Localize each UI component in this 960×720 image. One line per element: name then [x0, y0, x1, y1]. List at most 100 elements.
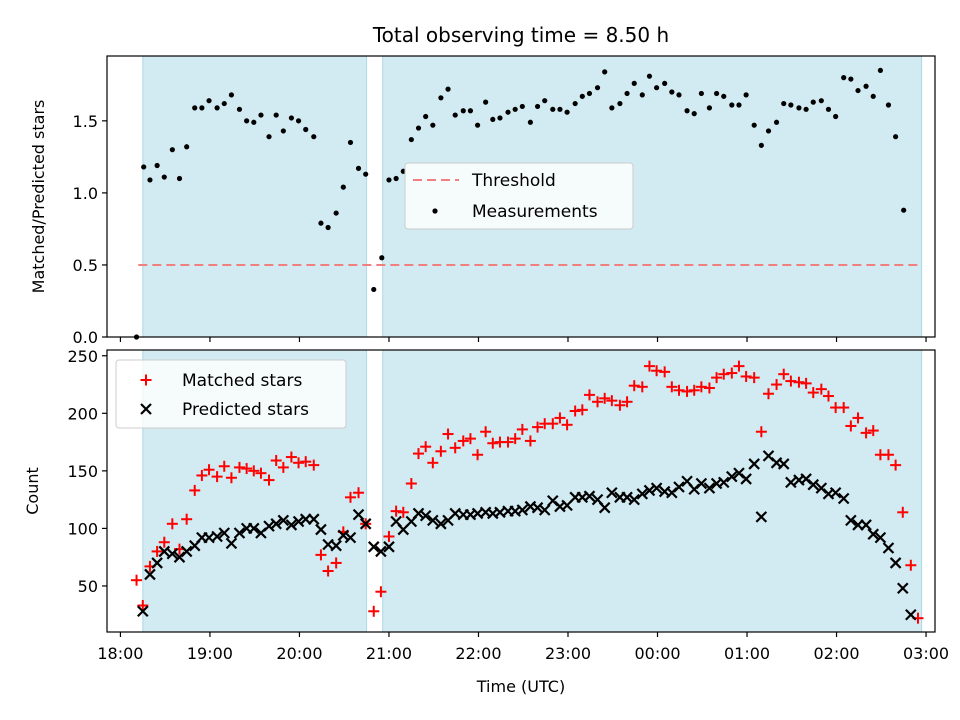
- predicted-point-b: [359, 518, 372, 530]
- measurement-point: [877, 67, 883, 74]
- predicted-point: [860, 519, 872, 531]
- matched-point: [740, 370, 752, 382]
- matched-point: [554, 412, 566, 424]
- legend-measurements-label: Measurements: [472, 202, 598, 222]
- predicted-point-b: [867, 528, 880, 540]
- legend-predicted-swatch: [140, 403, 152, 415]
- measurement-point: [161, 174, 167, 180]
- matched-point: [666, 381, 678, 393]
- measurement-point: [609, 105, 615, 111]
- xtick-label: 22:00: [455, 644, 501, 663]
- predicted-point: [755, 511, 768, 523]
- predicted-point: [748, 458, 760, 470]
- predicted-point-b: [367, 541, 380, 553]
- matched-stars-points: [131, 360, 924, 624]
- measurement-point: [206, 98, 212, 104]
- xtick-label: 19:00: [187, 644, 233, 663]
- predicted-point: [777, 458, 790, 470]
- top-axes-frame: [106, 55, 936, 338]
- measurement-point: [594, 85, 601, 91]
- measurement-point: [251, 119, 257, 125]
- matched-point: [748, 372, 760, 384]
- predicted-point: [359, 518, 372, 530]
- predicted-point: [598, 501, 611, 514]
- predicted-point-b: [748, 458, 760, 470]
- xtick-label: 03:00: [903, 644, 949, 663]
- bottom-ytick-label: 150: [67, 462, 98, 481]
- matched-point: [151, 545, 163, 557]
- predicted-point-b: [419, 509, 432, 522]
- matched-point: [636, 381, 648, 393]
- predicted-point-b: [516, 504, 529, 516]
- xtick-label: 20:00: [276, 644, 322, 663]
- predicted-point-b: [225, 537, 238, 550]
- measurement-point: [474, 122, 481, 128]
- matched-point: [158, 536, 170, 548]
- predicted-point-b: [137, 605, 149, 618]
- top-x-ticks: [119, 337, 927, 342]
- predicted-point-b: [285, 519, 298, 531]
- bottom-ytick-label: 50: [78, 577, 98, 596]
- predicted-point: [233, 527, 246, 539]
- measurement-point: [430, 122, 436, 128]
- legend-matched-swatch: [140, 374, 152, 386]
- matched-point: [695, 381, 707, 393]
- top-legend: Threshold Measurements: [404, 162, 634, 230]
- predicted-point-b: [583, 490, 596, 502]
- measurement-point: [631, 80, 637, 86]
- predicted-point-b: [344, 531, 357, 544]
- measurement-point: [654, 85, 660, 91]
- predicted-point: [829, 486, 842, 499]
- measurement-point: [184, 144, 190, 150]
- predicted-point: [383, 541, 395, 553]
- predicted-point-b: [390, 515, 402, 528]
- bottom-ytick-label: 200: [67, 404, 98, 423]
- predicted-point-b: [576, 491, 589, 504]
- predicted-point-b: [793, 474, 805, 486]
- matched-point: [897, 506, 909, 518]
- measurement-point: [266, 134, 272, 140]
- matched-point: [277, 461, 289, 473]
- predicted-point: [270, 518, 282, 530]
- matched-point: [285, 451, 297, 463]
- measurement-point: [691, 111, 697, 117]
- matched-point: [390, 505, 402, 517]
- matched-point: [241, 463, 253, 475]
- predicted-point: [158, 545, 171, 558]
- matched-point: [673, 384, 685, 396]
- measurement-point: [617, 100, 623, 107]
- measurement-point: [483, 99, 489, 105]
- top-ytick-label: 1.0: [73, 184, 98, 203]
- measurement-point: [901, 207, 907, 213]
- predicted-point-b: [248, 522, 260, 535]
- predicted-point-b: [158, 545, 171, 558]
- measurement-point: [169, 147, 175, 153]
- measurement-point: [445, 86, 451, 92]
- predicted-point-b: [211, 530, 223, 543]
- measurement-point: [788, 102, 794, 108]
- predicted-point: [896, 582, 909, 595]
- predicted-point-b: [643, 484, 656, 497]
- predicted-point: [137, 605, 149, 618]
- matched-point: [755, 426, 767, 438]
- measurement-point: [527, 119, 533, 125]
- legend-measurements-swatch: [432, 208, 438, 214]
- predicted-point: [516, 504, 529, 516]
- measurement-point: [311, 134, 317, 140]
- matched-point: [196, 469, 208, 481]
- measurement-point: [706, 105, 713, 111]
- predicted-point-b: [554, 500, 566, 513]
- measurement-point: [154, 162, 160, 169]
- chart-title: Total observing time = 8.50 h: [372, 23, 669, 47]
- measurement-point: [833, 113, 839, 120]
- matched-point: [614, 399, 626, 411]
- legend-matched-marker: [140, 374, 152, 386]
- matched-point: [420, 441, 432, 453]
- matched-point: [621, 396, 633, 408]
- bottom-ytick-label: 250: [67, 347, 98, 366]
- measurement-point: [273, 112, 279, 118]
- predicted-point: [583, 490, 596, 502]
- measurement-point: [295, 118, 302, 124]
- matched-point: [763, 388, 775, 400]
- measurement-point: [803, 106, 809, 112]
